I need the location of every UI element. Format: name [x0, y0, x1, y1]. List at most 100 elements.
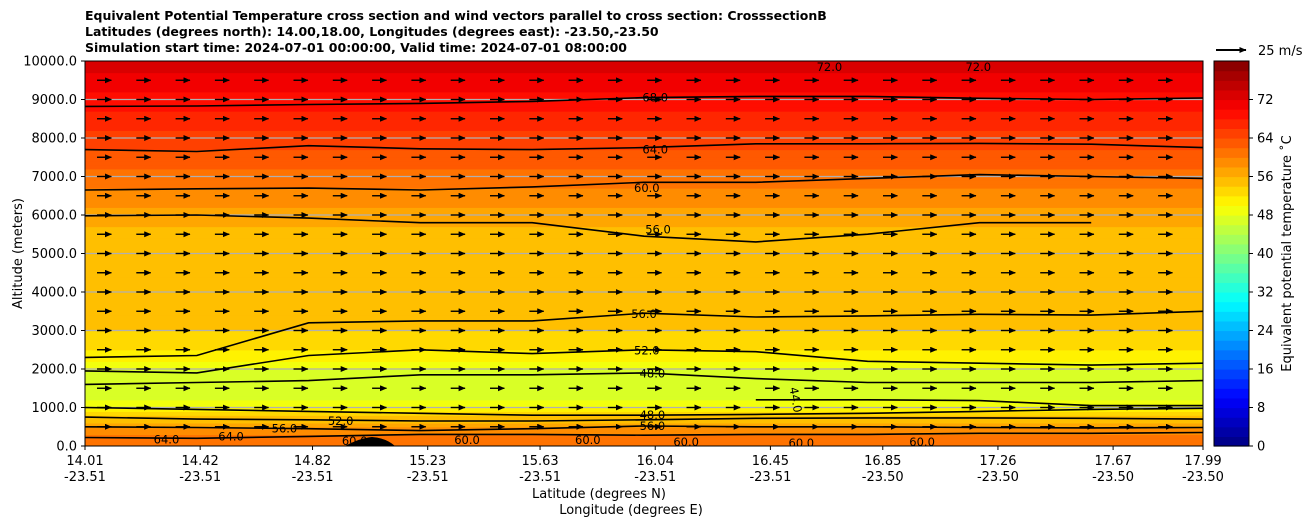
colorbar-tick-label: 40	[1257, 247, 1274, 262]
theta-band	[85, 122, 1203, 128]
theta-band	[85, 114, 1203, 120]
theta-band	[85, 365, 1203, 370]
contour-line	[85, 214, 1092, 243]
colorbar-swatch	[1214, 166, 1249, 178]
theta-band	[85, 407, 1203, 412]
colorbar-tick-label: 8	[1257, 401, 1265, 416]
theta-band	[85, 238, 1203, 243]
theta-band	[85, 176, 1203, 181]
contour-line	[85, 406, 1203, 416]
contour-label: 56.0	[640, 419, 666, 433]
contour-line	[85, 431, 1203, 440]
theta-band	[85, 384, 1203, 389]
contour-label: 60.0	[634, 181, 660, 195]
contour-label: 60.0	[789, 436, 815, 450]
theta-band	[85, 268, 1203, 274]
quiver-key: 25 m/s	[1216, 44, 1303, 59]
theta-band	[85, 245, 1203, 251]
theta-band	[85, 195, 1203, 201]
colorbar-swatch	[1214, 311, 1249, 322]
theta-band	[85, 230, 1203, 235]
colorbar-tick-label: 16	[1257, 363, 1274, 378]
colorbar-swatch	[1214, 397, 1249, 409]
colorbar-swatch	[1214, 349, 1249, 360]
theta-band	[85, 307, 1203, 312]
theta-band	[85, 388, 1203, 393]
theta-band	[85, 419, 1203, 424]
wind-vectors	[97, 77, 1173, 430]
theta-band	[85, 64, 1203, 70]
y-tick-label: 2000.0	[32, 363, 78, 378]
colorbar-swatch	[1214, 215, 1249, 226]
x-tick-label-lat: 17.67	[1095, 454, 1132, 469]
colorbar-swatch	[1214, 388, 1249, 399]
x-tick-label-lat: 15.23	[409, 454, 446, 469]
title-line-3: Simulation start time: 2024-07-01 00:00:…	[85, 40, 627, 55]
colorbar-swatch	[1214, 320, 1249, 332]
theta-band	[85, 249, 1203, 255]
x-tick-label-lat: 16.04	[637, 454, 674, 469]
colorbar-swatch	[1214, 417, 1249, 428]
theta-band	[85, 161, 1203, 166]
terrain-patch	[345, 437, 395, 446]
theta-band	[85, 357, 1203, 362]
colorbar-tick-label: 56	[1257, 170, 1274, 185]
theta-band	[85, 315, 1203, 320]
colorbar-swatch	[1214, 186, 1249, 197]
colorbar-swatch	[1214, 263, 1249, 274]
colorbar-swatch	[1214, 426, 1249, 437]
contour-label: 52.0	[328, 414, 354, 428]
colorbar-swatch	[1214, 253, 1249, 264]
colorbar-label: Equivalent potential temperature ˚C	[1279, 135, 1295, 371]
colorbar-swatch	[1214, 128, 1249, 139]
theta-band	[85, 280, 1203, 285]
contour-line	[85, 310, 1203, 359]
colorbar-swatch	[1214, 378, 1249, 389]
theta-band	[85, 430, 1203, 436]
colorbar-swatch	[1214, 205, 1249, 216]
contour-line	[85, 173, 1203, 191]
theta-band	[85, 422, 1203, 428]
theta-band	[85, 326, 1203, 332]
colorbar-swatch	[1214, 243, 1249, 255]
title-line-1: Equivalent Potential Temperature cross s…	[85, 8, 827, 23]
theta-band	[85, 130, 1203, 135]
y-axis: 0.0 1000.0 2000.0 3000.0 4000.0 5000.0 6000.0 7…	[23, 55, 85, 455]
theta-band	[85, 164, 1203, 170]
x-tick-label-lon: -23.50	[1182, 470, 1224, 485]
theta-band	[85, 61, 1203, 66]
colorbar-swatch	[1214, 224, 1249, 235]
colorbar-tick-label: 72	[1257, 93, 1274, 108]
contour-label: 44.0	[787, 386, 805, 414]
contour-labels: 68.064.060.056.056.052.048.044.048.056.0…	[154, 60, 991, 450]
theta-band	[85, 126, 1203, 131]
colorbar-swatch	[1214, 138, 1249, 149]
theta-band	[85, 87, 1203, 93]
contour-line	[85, 416, 1203, 422]
theta-band	[85, 226, 1203, 231]
contour-label: 72.0	[817, 60, 843, 74]
x-tick-label-lon: -23.51	[292, 470, 334, 485]
contour-label: 60.0	[454, 433, 480, 447]
contour-line	[85, 95, 1203, 108]
y-tick-label: 5000.0	[32, 247, 78, 262]
x-tick-label-lat: 14.42	[182, 454, 219, 469]
theta-band	[85, 438, 1203, 443]
x-tick-label-lon: -23.50	[862, 470, 904, 485]
theta-band	[85, 111, 1203, 116]
theta-band	[85, 168, 1203, 174]
colorbar-swatch	[1214, 70, 1249, 81]
colorbar-swatch	[1214, 118, 1249, 129]
y-tick-label: 10000.0	[23, 55, 77, 70]
x-tick-label-lon: -23.51	[407, 470, 449, 485]
colorbar-swatch	[1214, 340, 1249, 351]
colorbar-swatch	[1214, 99, 1249, 110]
theta-band	[85, 345, 1203, 351]
theta-band	[85, 222, 1203, 228]
x-tick-label-lon: -23.50	[1092, 470, 1134, 485]
theta-band	[85, 299, 1203, 305]
y-tick-label: 4000.0	[32, 286, 78, 301]
theta-band	[85, 257, 1203, 262]
x-tick-label-lat: 14.01	[66, 454, 103, 469]
x-tick-label-lat: 16.45	[752, 454, 789, 469]
